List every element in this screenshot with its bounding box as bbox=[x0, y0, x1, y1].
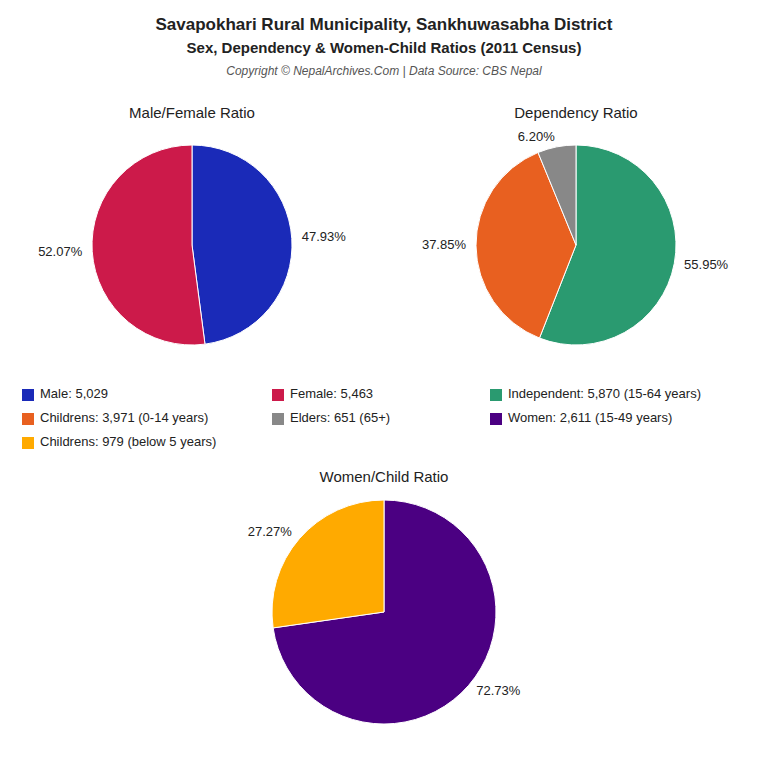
data-label: 47.93% bbox=[302, 229, 347, 244]
data-label: 6.20% bbox=[518, 129, 555, 144]
pie-slice bbox=[192, 145, 292, 344]
data-label: 27.27% bbox=[248, 524, 293, 539]
legend-label: Childrens: 3,971 (0-14 years) bbox=[40, 410, 208, 425]
pie-slice bbox=[92, 145, 205, 345]
legend-swatch bbox=[490, 413, 502, 425]
pie-chart: Dependency Ratio 55.95% 37.85% 6.20% bbox=[422, 104, 729, 345]
legend-label: Elders: 651 (65+) bbox=[290, 410, 390, 425]
data-label: 72.73% bbox=[476, 683, 521, 698]
data-label: 37.85% bbox=[422, 237, 467, 252]
pie-title: Women/Child Ratio bbox=[320, 468, 449, 485]
data-labels: 72.73% 27.27% bbox=[248, 524, 521, 699]
legend-swatch bbox=[22, 413, 34, 425]
pie-title: Dependency Ratio bbox=[514, 104, 637, 121]
title: Savapokhari Rural Municipality, Sankhuwa… bbox=[156, 15, 613, 34]
annotation: Copyright © NepalArchives.Com | Data Sou… bbox=[226, 64, 542, 78]
data-labels: 47.93% 52.07% bbox=[38, 229, 346, 258]
pie-slice bbox=[538, 145, 576, 245]
legend-swatch bbox=[272, 413, 284, 425]
pie-slice bbox=[272, 500, 384, 628]
subtitle: Sex, Dependency & Women-Child Ratios (20… bbox=[187, 39, 582, 56]
legend-label: Childrens: 979 (below 5 years) bbox=[40, 434, 216, 449]
legend-swatch bbox=[272, 389, 284, 401]
legend-swatch bbox=[22, 437, 34, 449]
legend-label: Female: 5,463 bbox=[290, 386, 373, 401]
slices bbox=[92, 145, 292, 345]
chart-root: Savapokhari Rural Municipality, Sankhuwa… bbox=[0, 0, 768, 768]
pie-chart: Women/Child Ratio 72.73% 27.27% bbox=[248, 468, 521, 724]
legend-label: Independent: 5,870 (15-64 years) bbox=[508, 386, 701, 401]
data-labels: 55.95% 37.85% 6.20% bbox=[422, 129, 729, 272]
legend-label: Women: 2,611 (15-49 years) bbox=[508, 410, 672, 425]
slices bbox=[272, 500, 496, 724]
legend: Male: 5,029 Female: 5,463 Independent: 5,8… bbox=[22, 386, 701, 449]
data-label: 52.07% bbox=[38, 244, 83, 259]
legend-swatch bbox=[490, 389, 502, 401]
pie-title: Male/Female Ratio bbox=[129, 104, 255, 121]
pie-chart: Male/Female Ratio 47.93% 52.07% bbox=[38, 104, 346, 345]
data-label: 55.95% bbox=[684, 257, 729, 272]
legend-label: Male: 5,029 bbox=[40, 386, 108, 401]
legend-swatch bbox=[22, 389, 34, 401]
slices bbox=[476, 145, 676, 345]
